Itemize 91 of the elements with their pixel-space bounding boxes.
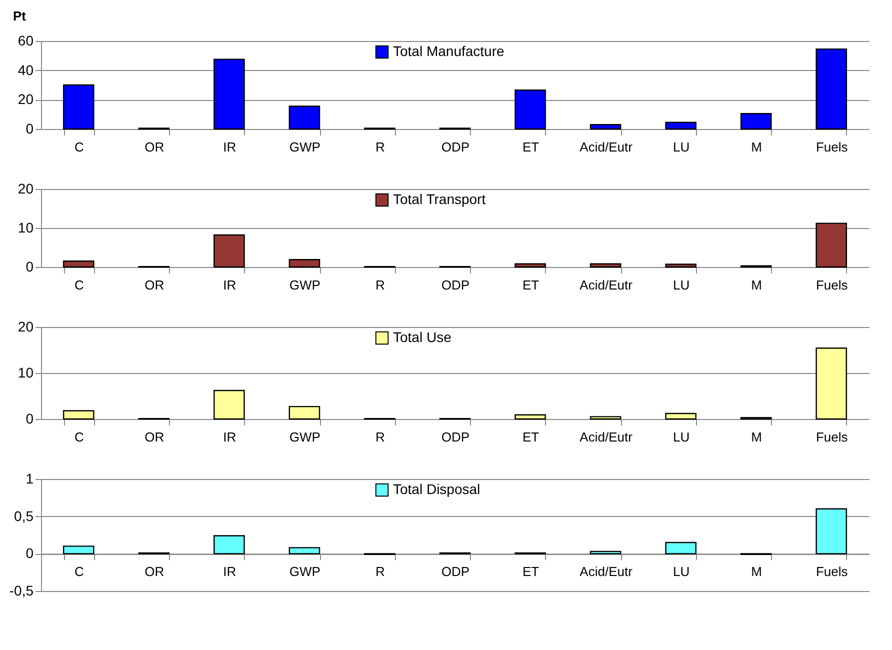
x-tick-label: OR — [144, 278, 164, 292]
x-tick-label: R — [376, 430, 385, 444]
bar — [214, 535, 245, 554]
x-tick-label: Acid/Eutr — [580, 430, 634, 444]
x-tick-label: C — [74, 140, 84, 154]
x-tick-label: IR — [223, 140, 236, 154]
x-tick-label: ODP — [441, 278, 470, 292]
bar — [590, 124, 622, 130]
y-tick-label: 10 — [18, 364, 34, 380]
x-tick-label: Acid/Eutr — [580, 140, 634, 154]
legend-label: Total Disposal — [393, 481, 480, 497]
y-tick-label: 0 — [26, 258, 34, 274]
x-tick-label: OR — [144, 564, 164, 580]
x-tick-label: GWP — [289, 430, 320, 444]
x-tick-label: M — [751, 140, 762, 154]
x-tick-label: C — [74, 278, 84, 292]
x-tick-label: C — [74, 564, 84, 580]
legend-label: Total Manufacture — [393, 43, 504, 59]
x-tick-label: Fuels — [816, 430, 848, 444]
x-tick-label: GWP — [289, 278, 320, 292]
bar — [816, 508, 848, 554]
y-tick-label: 20 — [18, 91, 34, 108]
x-tick-label: LU — [673, 430, 690, 444]
x-tick-label: R — [376, 564, 385, 580]
bar — [62, 410, 94, 420]
x-tick-label: GWP — [289, 564, 320, 580]
bar — [816, 48, 848, 130]
x-tick-label: ODP — [441, 140, 470, 154]
y-tick-label: 40 — [18, 62, 34, 78]
x-tick-label: R — [376, 278, 385, 292]
x-tick-label: ODP — [441, 430, 470, 444]
x-tick-label: Acid/Eutr — [580, 278, 634, 292]
y-tick-label: 10 — [18, 220, 34, 236]
y-tick-label: 1 — [26, 470, 34, 486]
bar — [62, 84, 94, 130]
x-tick-label: OR — [144, 430, 164, 444]
bar — [214, 234, 245, 268]
y-tick-label: -0,5 — [9, 582, 34, 598]
x-tick-label: M — [751, 564, 762, 580]
bar — [514, 414, 546, 420]
y-tick-label: 60 — [18, 32, 34, 48]
bar — [214, 58, 245, 130]
bar — [288, 547, 320, 554]
bar — [590, 550, 622, 554]
x-tick-label: LU — [673, 564, 690, 580]
x-tick-label: M — [751, 278, 762, 292]
x-tick-label: C — [74, 430, 84, 444]
x-tick-label: Fuels — [816, 278, 848, 292]
bar — [590, 416, 622, 420]
bar — [514, 90, 546, 130]
y-tick-label: 20 — [18, 318, 34, 334]
bar — [816, 348, 848, 420]
x-tick-label: Fuels — [816, 140, 848, 154]
bar — [665, 412, 696, 420]
x-tick-label: IR — [223, 278, 236, 292]
x-tick-label: ET — [522, 564, 540, 580]
bar — [590, 263, 622, 268]
x-tick-label: Acid/Eutr — [580, 564, 634, 580]
bar — [214, 390, 245, 420]
x-tick-label: LU — [673, 140, 690, 154]
x-tick-label: IR — [223, 564, 236, 580]
y-tick-label: 20 — [18, 180, 34, 196]
bar — [62, 260, 94, 268]
y-tick-label: 0 — [26, 410, 34, 426]
y-tick-label: 0,5 — [14, 508, 34, 524]
bar — [816, 222, 848, 268]
x-tick-label: OR — [144, 140, 164, 154]
x-tick-label: ET — [522, 140, 540, 154]
bar — [288, 406, 320, 420]
bar — [665, 264, 696, 268]
x-tick-label: ODP — [441, 564, 470, 580]
y-axis-title: Pt — [13, 8, 27, 24]
bar — [740, 113, 772, 130]
x-tick-label: M — [751, 430, 762, 444]
y-tick-label: 0 — [26, 120, 34, 136]
y-tick-label: 0 — [26, 545, 34, 562]
bar — [514, 263, 546, 268]
bar — [665, 542, 696, 554]
bar — [62, 546, 94, 554]
bar — [288, 106, 320, 130]
x-tick-label: ET — [522, 278, 540, 292]
x-tick-label: Fuels — [816, 564, 848, 580]
bar — [288, 258, 320, 268]
legend-label: Total Use — [393, 329, 452, 345]
x-tick-label: GWP — [289, 140, 320, 154]
legend-label: Total Transport — [393, 191, 486, 207]
bar — [665, 122, 696, 130]
x-tick-label: LU — [673, 278, 690, 292]
x-tick-label: ET — [522, 430, 540, 444]
x-tick-label: IR — [223, 430, 236, 444]
x-tick-label: R — [376, 140, 385, 154]
